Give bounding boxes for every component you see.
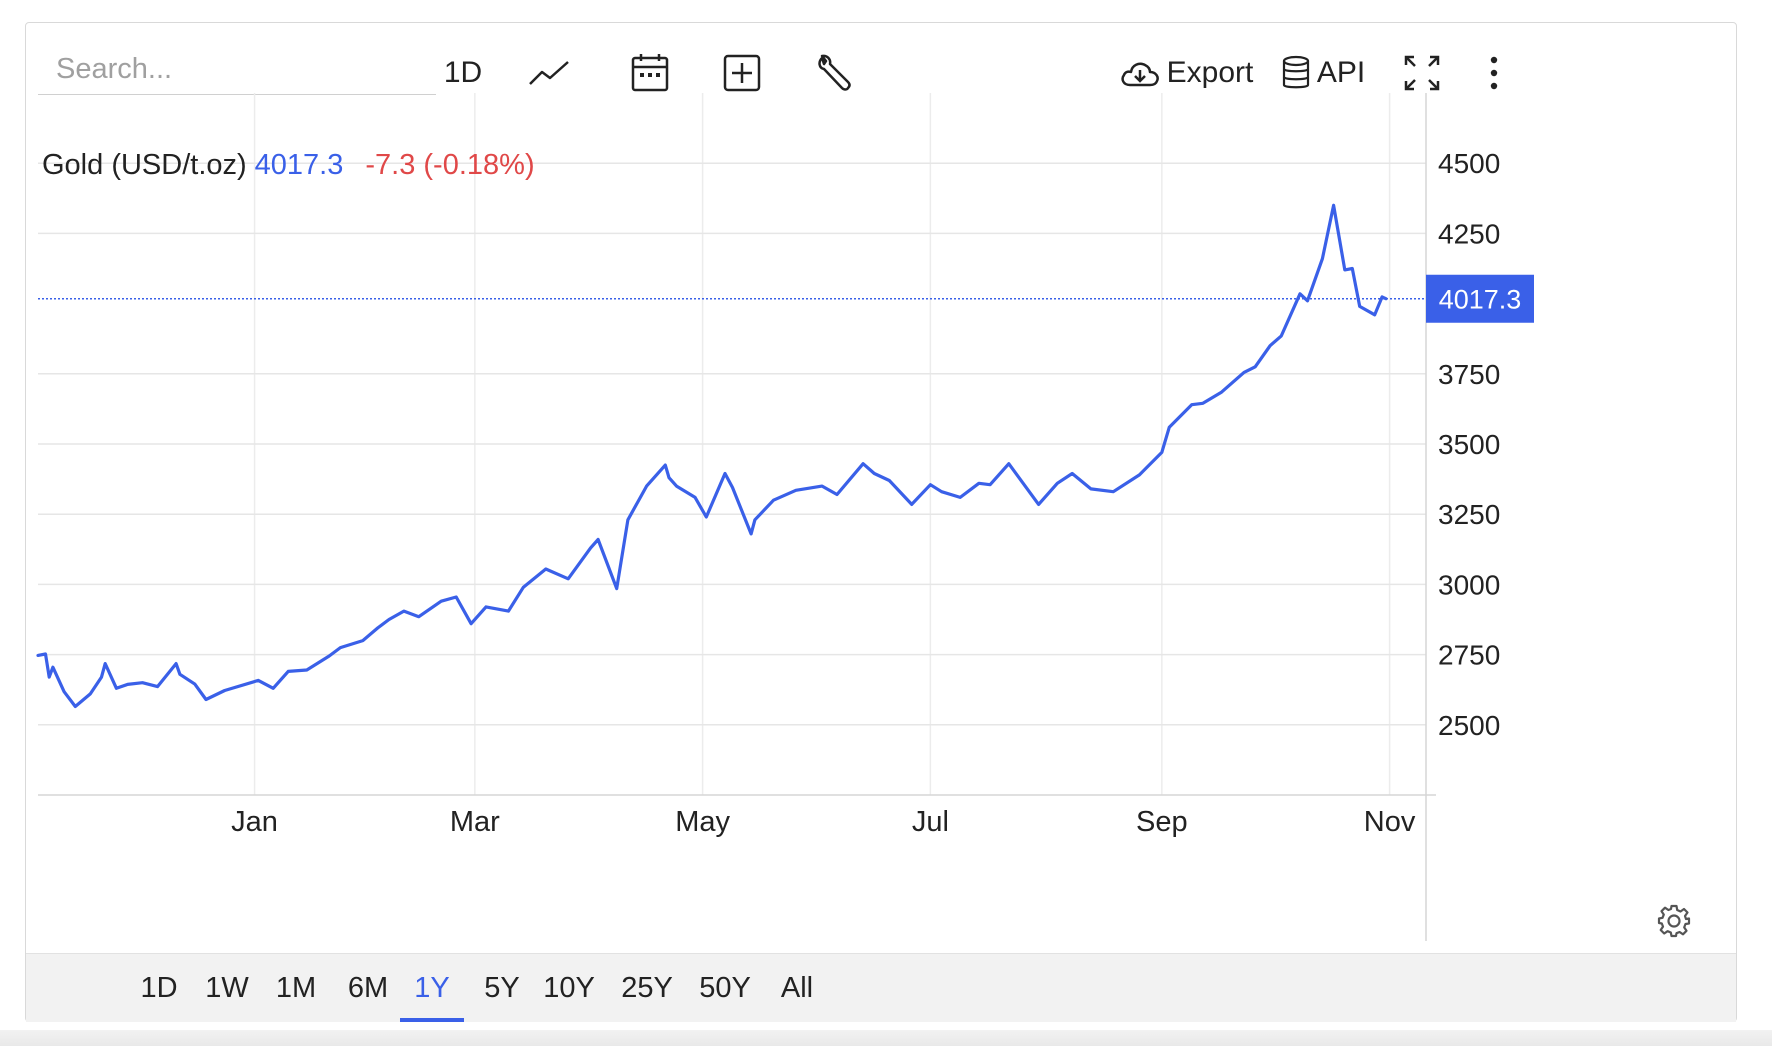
add-indicator-button[interactable] <box>718 45 766 101</box>
y-tick-label: 2500 <box>1438 710 1500 741</box>
range-button-1y[interactable]: 1Y <box>400 954 464 1022</box>
fullscreen-icon <box>1404 55 1440 91</box>
export-button[interactable]: Export <box>1114 45 1258 101</box>
x-tick-label: May <box>675 806 730 838</box>
x-tick-label: Jan <box>231 806 278 838</box>
y-tick-label: 4250 <box>1438 218 1500 249</box>
date-range-button[interactable] <box>626 45 674 101</box>
interval-button[interactable]: 1D <box>428 45 498 101</box>
x-tick-label: Sep <box>1136 806 1188 838</box>
x-tick-label: Mar <box>450 806 500 838</box>
calendar-icon <box>631 54 669 92</box>
legend-price: 4017.3 <box>254 149 344 181</box>
y-tick-label: 3750 <box>1438 359 1500 390</box>
last-price-tag-label: 4017.3 <box>1439 285 1522 315</box>
x-tick-label: Nov <box>1364 806 1416 838</box>
legend-series-name: Gold (USD/t.oz) <box>42 149 247 181</box>
price-line[interactable] <box>36 203 1388 709</box>
y-tick-label: 3000 <box>1438 569 1500 600</box>
y-tick-label: 3500 <box>1438 429 1500 460</box>
range-button-5y[interactable]: 5Y <box>484 971 520 1004</box>
chart-widget: 1D Exp <box>25 22 1737 1022</box>
cloud-download-icon <box>1121 62 1159 87</box>
range-button-1m[interactable]: 1M <box>275 971 317 1004</box>
range-selector: 1D 1W 1M 6M 1Y 5Y 10Y 25Y 50Y All <box>26 953 1736 1022</box>
database-icon <box>1282 55 1309 89</box>
range-button-25y[interactable]: 25Y <box>621 971 673 1004</box>
wrench-icon <box>818 54 851 91</box>
range-button-1w[interactable]: 1W <box>205 971 249 1004</box>
api-label: API <box>1316 56 1366 89</box>
tools-button[interactable] <box>810 45 858 101</box>
plus-box-icon <box>723 54 761 92</box>
last-price-tag <box>1426 274 1534 323</box>
x-tick-label: Jul <box>912 806 949 838</box>
range-button-all[interactable]: All <box>780 971 814 1004</box>
y-tick-label: 2750 <box>1438 640 1500 671</box>
page-footer-shade <box>0 1030 1772 1046</box>
fullscreen-button[interactable] <box>1398 45 1446 101</box>
y-tick-label: 3250 <box>1438 499 1500 530</box>
range-button-50y[interactable]: 50Y <box>699 971 751 1004</box>
legend-change: -7.3 (-0.18%) <box>365 149 535 181</box>
price-chart[interactable]: Jan Mar May Jul Sep Nov 2500 2750 3000 3250 3500 37… <box>26 23 1736 953</box>
interval-label: 1D <box>443 56 483 89</box>
line-chart-icon <box>529 61 569 85</box>
gear-icon <box>1657 904 1691 938</box>
search-input[interactable] <box>38 45 436 95</box>
chart-type-button[interactable] <box>524 45 574 101</box>
chart-legend: Gold (USD/t.oz) 4017.3 -7.3 (-0.18%) <box>42 149 535 182</box>
chart-settings-button[interactable] <box>1654 901 1694 941</box>
y-tick-label: 4500 <box>1438 148 1500 179</box>
api-button[interactable]: API <box>1280 45 1366 101</box>
range-button-10y[interactable]: 10Y <box>543 971 595 1004</box>
more-vertical-icon <box>1490 56 1498 90</box>
more-menu-button[interactable] <box>1476 45 1512 101</box>
export-label: Export <box>1166 56 1254 89</box>
range-button-6m[interactable]: 6M <box>347 971 389 1004</box>
range-button-1d[interactable]: 1D <box>140 971 178 1004</box>
